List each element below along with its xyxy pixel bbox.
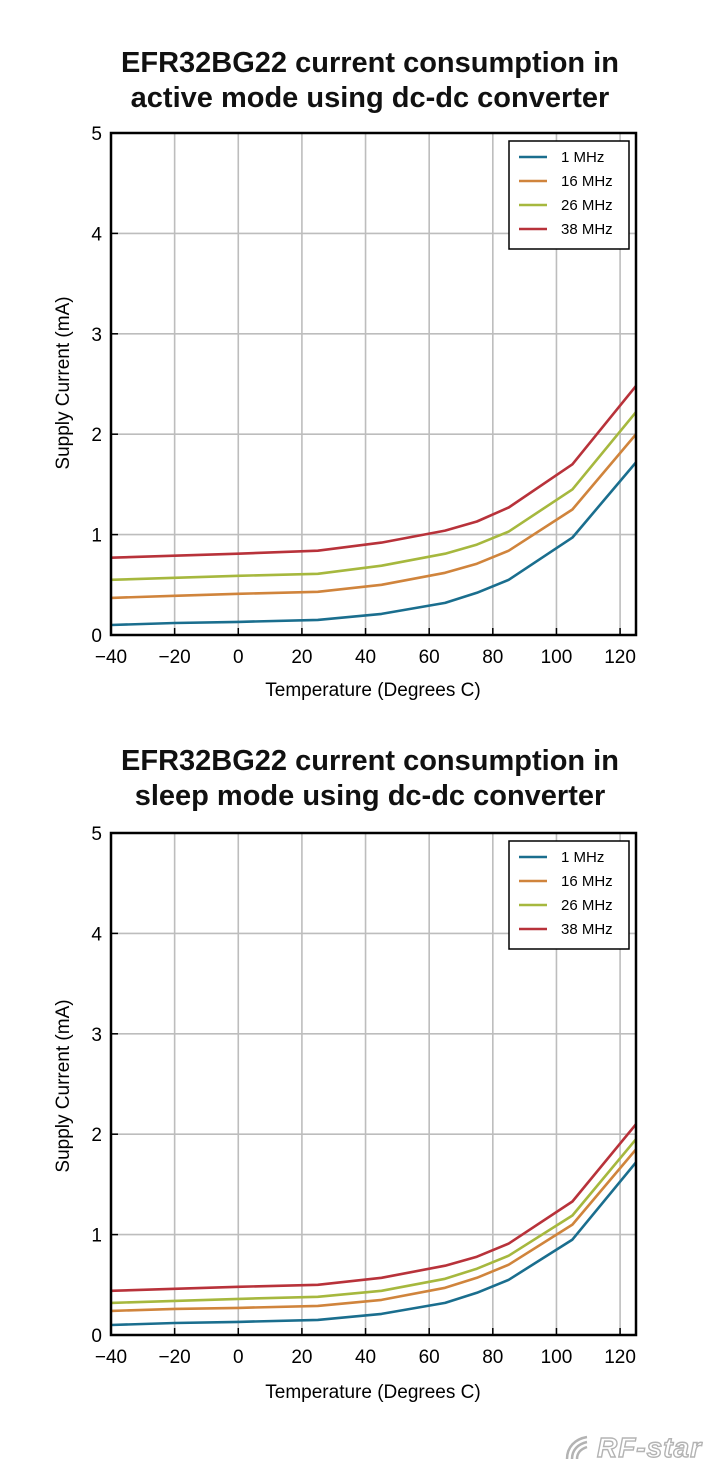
- y-tick-label: 3: [91, 325, 102, 346]
- legend-label: 38 MHz: [561, 921, 613, 938]
- x-tick-label: 40: [355, 647, 376, 668]
- x-tick-label: 120: [604, 1347, 636, 1368]
- chart-title-line-2: active mode using dc-dc converter: [131, 82, 610, 114]
- x-tick-label: −40: [95, 647, 127, 668]
- y-tick-label: 4: [91, 224, 102, 245]
- legend-label: 16 MHz: [561, 873, 613, 890]
- chart-title-line-2: sleep mode using dc-dc converter: [135, 780, 606, 812]
- x-axis-label: Temperature (Degrees C): [265, 680, 480, 701]
- legend-box: [508, 140, 630, 250]
- series-line-1-mhz: [110, 1161, 638, 1327]
- active-mode-chart-svg: EFR32BG22 current consumption in active …: [53, 47, 638, 701]
- x-tick-label: 60: [419, 1347, 440, 1368]
- x-tick-label: 0: [233, 1347, 244, 1368]
- series-line-16-mhz: [110, 1148, 637, 1313]
- legend-label: 26 MHz: [561, 197, 613, 214]
- x-tick-label: 20: [291, 647, 312, 668]
- legend-label: 1 MHz: [561, 849, 604, 866]
- series-line-26-mhz: [110, 1138, 637, 1305]
- y-axis-label: Supply Current (mA): [53, 999, 74, 1172]
- legend-label: 1 MHz: [561, 149, 604, 166]
- series-line-38-mhz: [110, 1123, 638, 1293]
- x-tick-label: −20: [159, 1347, 191, 1368]
- legend-label: 26 MHz: [561, 897, 613, 914]
- x-tick-label: 100: [541, 647, 573, 668]
- series-line-16-mhz: [110, 433, 637, 600]
- y-axis-label: Supply Current (mA): [53, 296, 74, 469]
- y-tick-label: 2: [91, 1125, 102, 1146]
- y-tick-label: 3: [91, 1025, 102, 1046]
- sleep-mode-chart: EFR32BG22 current consumption in sleep m…: [0, 720, 708, 1420]
- legend-label: 16 MHz: [561, 173, 613, 190]
- sleep-mode-chart-svg: EFR32BG22 current consumption in sleep m…: [53, 745, 638, 1403]
- x-axis-label: Temperature (Degrees C): [265, 1382, 480, 1403]
- y-tick-label: 5: [91, 124, 102, 145]
- grid: [111, 133, 636, 635]
- watermark-text: RF-star: [596, 1431, 702, 1463]
- x-tick-label: −40: [95, 1347, 127, 1368]
- y-tick-label: 0: [91, 1326, 102, 1347]
- series-line-26-mhz: [110, 411, 638, 582]
- x-tick-label: −20: [159, 647, 191, 668]
- plot-frame: [109, 131, 638, 637]
- x-tick-label: 0: [233, 647, 244, 668]
- chart-title-line-1: EFR32BG22 current consumption in: [121, 745, 619, 777]
- x-tick-label: 80: [482, 647, 503, 668]
- y-tick-label: 1: [91, 526, 102, 547]
- y-tick-label: 0: [91, 626, 102, 647]
- y-tick-label: 5: [91, 824, 102, 845]
- x-tick-label: 120: [604, 647, 636, 668]
- active-mode-chart: EFR32BG22 current consumption in active …: [0, 0, 708, 720]
- chart-title-line-1: EFR32BG22 current consumption in: [121, 47, 619, 79]
- y-tick-label: 2: [91, 425, 102, 446]
- x-tick-label: 60: [419, 647, 440, 668]
- rf-star-watermark: RF-star: [561, 1428, 702, 1468]
- plot-frame: [109, 831, 638, 1337]
- y-tick-label: 1: [91, 1226, 102, 1247]
- x-tick-label: 80: [482, 1347, 503, 1368]
- legend-box: [508, 840, 630, 950]
- legend: 1 MHz 16 MHz 26 MHz 38 MHz: [508, 840, 630, 950]
- legend-label: 38 MHz: [561, 221, 613, 238]
- y-tick-label: 4: [91, 924, 102, 945]
- x-tick-label: 40: [355, 1347, 376, 1368]
- rf-star-logo-icon: [565, 1435, 588, 1460]
- x-tick-label: 20: [291, 1347, 312, 1368]
- x-tick-label: 100: [541, 1347, 573, 1368]
- series-line-38-mhz: [110, 385, 638, 559]
- series-line-1-mhz: [110, 461, 637, 627]
- legend: 1 MHz 16 MHz 26 MHz 38 MHz: [508, 140, 630, 250]
